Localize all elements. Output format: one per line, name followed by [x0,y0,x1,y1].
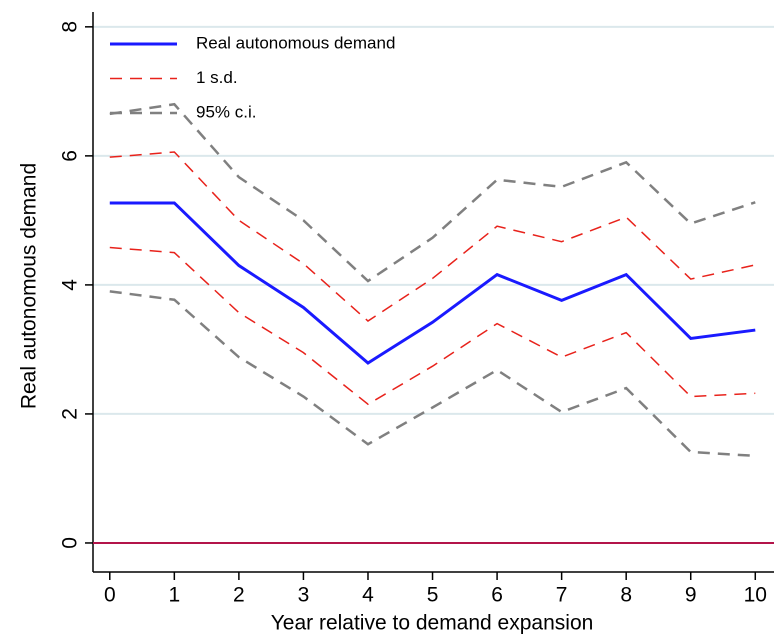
x-tick-label: 8 [620,584,632,607]
series-line [109,151,756,322]
x-tick-label: 5 [427,584,439,607]
x-tick-label: 9 [685,584,697,607]
y-tick-label: 2 [59,408,82,420]
x-tick-label: 6 [491,584,503,607]
legend-label: 95% c.i. [196,102,256,121]
y-tick-label: 4 [59,279,82,291]
x-tick-label: 1 [168,584,180,607]
x-tick-label: 2 [233,584,245,607]
x-axis-label: Year relative to demand expansion [271,612,594,635]
y-tick-label: 6 [59,150,82,162]
legend-label: Real autonomous demand [196,33,395,52]
legend-label: 1 s.d. [196,68,238,87]
series-line [109,201,756,365]
x-tick-label: 3 [298,584,310,607]
x-tick-label: 7 [556,584,568,607]
series-line [109,290,756,458]
series-line [109,246,756,406]
y-tick-label: 8 [59,21,82,33]
y-tick-label: 0 [59,537,82,549]
y-axis-label: Real autonomous demand [18,163,41,409]
x-tick-label: 0 [104,584,116,607]
x-tick-label: 4 [362,584,374,607]
series-line [109,102,756,283]
x-tick-label: 10 [744,584,767,607]
